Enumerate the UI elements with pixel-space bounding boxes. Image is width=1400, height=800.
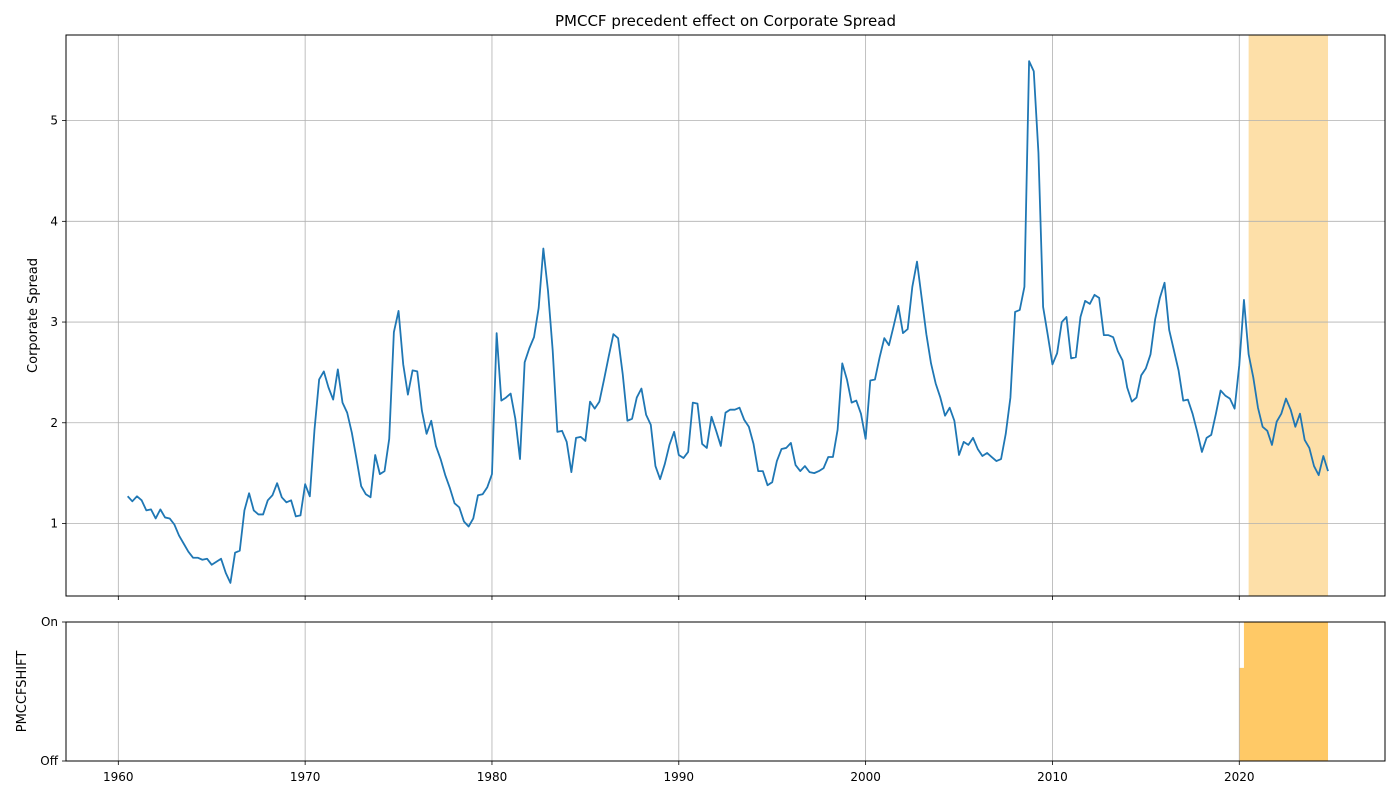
x-tick-label: 1970: [290, 770, 321, 784]
indicator-fill-layer: [1239, 622, 1329, 761]
top-axes-frame: [65, 34, 1386, 597]
x-tick-label: 2010: [1037, 770, 1068, 784]
top-panel: 1 2 3 4 5 PMCCF precedent effect on Corporat…: [26, 12, 1386, 600]
x-tick-label: 1980: [477, 770, 508, 784]
corporate-spread-line: [126, 60, 1329, 584]
x-tick-label: 2020: [1224, 770, 1255, 784]
top-grid: [66, 35, 1385, 596]
bottom-panel: 1960 1970 1980 1990 2000 2010 2020 Off On PMCCF…: [15, 615, 1386, 784]
shaded-region-layer: [1248, 35, 1329, 596]
y-tick-label: 5: [50, 114, 58, 128]
chart-title: PMCCF precedent effect on Corporate Spre…: [555, 12, 896, 30]
x-tick-label: 1960: [103, 770, 134, 784]
series-line-layer: [126, 60, 1329, 584]
top-x-ticks: [117, 596, 1240, 600]
indicator-axis-label: PMCCFSHIFT: [15, 651, 30, 733]
bottom-axes-frame: [65, 621, 1386, 762]
top-y-ticks: 1 2 3 4 5: [50, 114, 66, 530]
x-tick-label: 2000: [850, 770, 881, 784]
y-tick-label: 3: [50, 315, 58, 329]
y-tick-label: 1: [50, 516, 58, 530]
y-tick-label: 2: [50, 416, 58, 430]
x-tick-label: 1990: [664, 770, 695, 784]
bottom-x-ticks: 1960 1970 1980 1990 2000 2010 2020: [103, 761, 1255, 784]
bottom-y-ticks: Off On: [40, 615, 66, 768]
y-tick-label: On: [41, 615, 58, 629]
y-tick-label: 4: [50, 214, 58, 228]
y-tick-label: Off: [40, 754, 58, 768]
y-axis-label: Corporate Spread: [26, 258, 41, 373]
pmccf-indicator-area: [1239, 622, 1329, 761]
bottom-grid: [117, 622, 1240, 761]
shaded-region: [1248, 35, 1329, 596]
